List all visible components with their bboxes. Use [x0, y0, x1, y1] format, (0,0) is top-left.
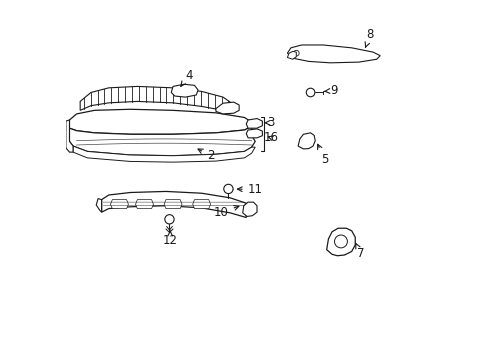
Text: 4: 4: [181, 69, 192, 86]
Text: 16: 16: [264, 131, 279, 144]
Text: 2: 2: [198, 149, 214, 162]
Circle shape: [305, 88, 314, 97]
Polygon shape: [246, 118, 262, 128]
Polygon shape: [192, 200, 210, 208]
Polygon shape: [135, 200, 153, 208]
Polygon shape: [164, 200, 182, 208]
Polygon shape: [110, 200, 128, 208]
Text: 3: 3: [264, 116, 274, 129]
Text: 11: 11: [237, 183, 262, 196]
Polygon shape: [216, 102, 239, 114]
Polygon shape: [73, 146, 255, 162]
Text: 7: 7: [355, 243, 364, 260]
Text: 8: 8: [365, 28, 373, 47]
Text: 10: 10: [213, 206, 239, 219]
Polygon shape: [96, 199, 102, 212]
Circle shape: [293, 50, 299, 56]
Polygon shape: [242, 202, 257, 216]
Polygon shape: [246, 129, 262, 138]
Polygon shape: [69, 126, 255, 156]
Polygon shape: [80, 86, 230, 114]
Text: 5: 5: [317, 144, 328, 166]
Circle shape: [164, 215, 174, 224]
Polygon shape: [66, 120, 73, 152]
Polygon shape: [287, 51, 296, 59]
Polygon shape: [102, 192, 246, 217]
Polygon shape: [69, 109, 251, 134]
Polygon shape: [287, 45, 380, 63]
Text: 9: 9: [324, 84, 337, 97]
Polygon shape: [298, 133, 315, 149]
Circle shape: [224, 184, 233, 194]
Polygon shape: [171, 84, 198, 97]
Circle shape: [334, 235, 346, 248]
Polygon shape: [326, 228, 354, 256]
Text: 12: 12: [163, 231, 177, 247]
